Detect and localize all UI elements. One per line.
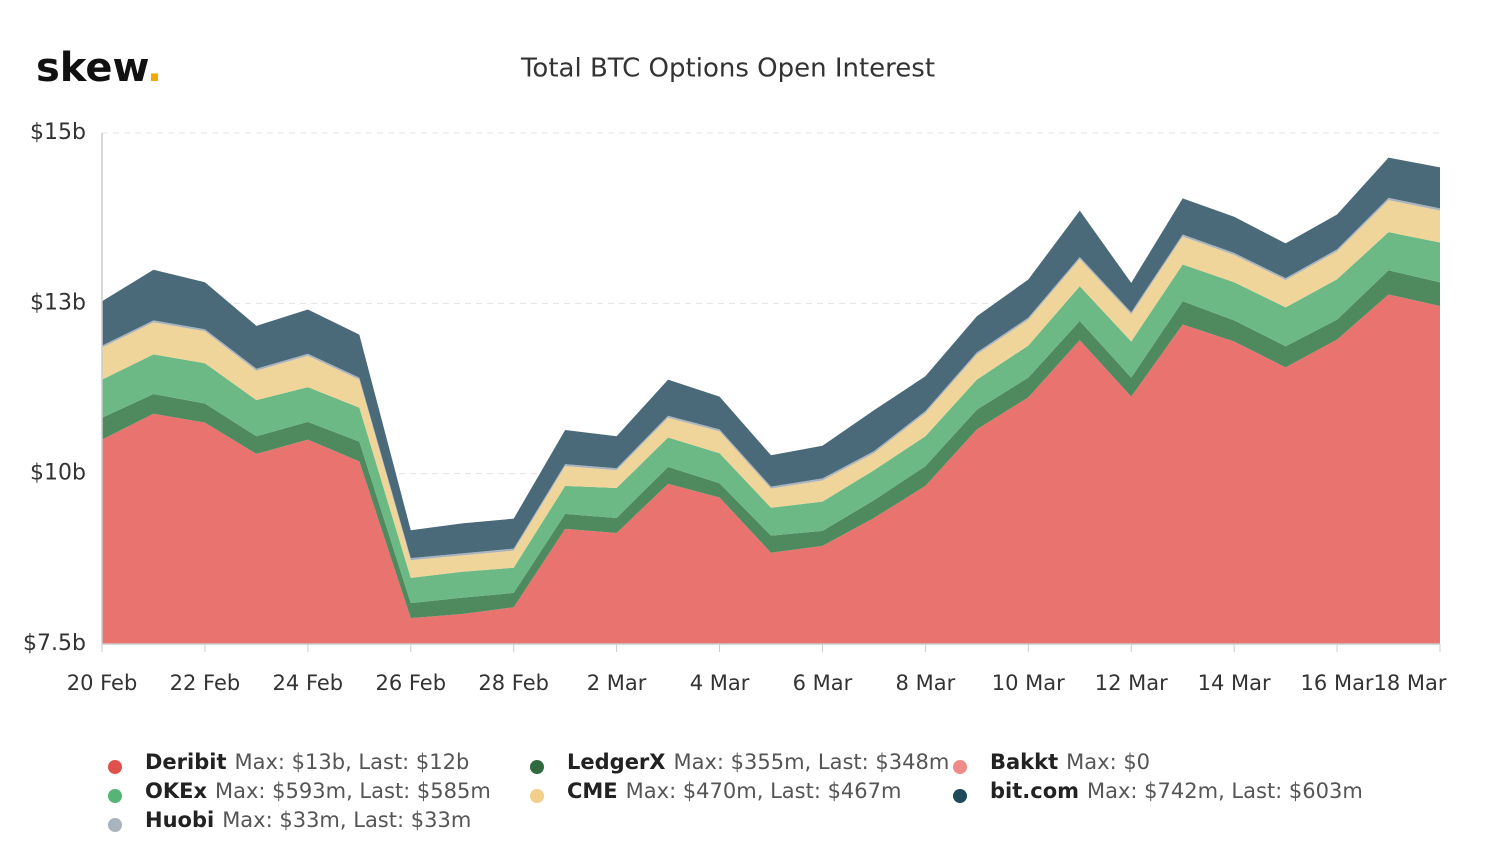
y-tick-label: $15b bbox=[30, 120, 86, 145]
x-tick-label: 16 Mar bbox=[1301, 671, 1374, 695]
legend-marker bbox=[108, 818, 122, 832]
x-tick-label: 8 Mar bbox=[896, 671, 956, 695]
legend-name: CME bbox=[567, 779, 618, 803]
legend-marker bbox=[953, 760, 967, 774]
chart-title: Total BTC Options Open Interest bbox=[520, 54, 935, 84]
x-tick-label: 2 Mar bbox=[587, 671, 647, 695]
legend-marker bbox=[108, 789, 122, 803]
legend-name: bit.com bbox=[990, 779, 1079, 803]
y-tick-label: $10b bbox=[30, 461, 86, 486]
legend-entry: Huobi Max: $33m, Last: $33m bbox=[145, 808, 471, 832]
x-tick-label: 26 Feb bbox=[375, 671, 446, 695]
legend-summary: Max: $470m, Last: $467m bbox=[626, 779, 902, 803]
x-tick-label: 20 Feb bbox=[67, 671, 138, 695]
x-tick-label: 14 Mar bbox=[1198, 671, 1271, 695]
x-tick-label: 22 Feb bbox=[170, 671, 241, 695]
legend-name: Huobi bbox=[145, 808, 214, 832]
area bbox=[102, 157, 1440, 559]
x-tick-label: 28 Feb bbox=[478, 671, 549, 695]
logo-text: skew bbox=[36, 45, 148, 91]
legend-summary: Max: $593m, Last: $585m bbox=[215, 779, 491, 803]
area bbox=[102, 294, 1440, 644]
legend-entry: Deribit Max: $13b, Last: $12b bbox=[145, 750, 469, 774]
y-tick-label: $7.5b bbox=[23, 631, 86, 656]
legend-summary: Max: $355m, Last: $348m bbox=[673, 750, 949, 774]
area bbox=[102, 197, 1440, 561]
area bbox=[102, 200, 1440, 578]
x-tick-label: 4 Mar bbox=[690, 671, 750, 695]
legend-name: OKEx bbox=[145, 779, 207, 803]
legend-marker bbox=[530, 760, 544, 774]
x-tick-label: 10 Mar bbox=[992, 671, 1065, 695]
y-tick-label: $13b bbox=[30, 290, 86, 315]
legend-marker bbox=[953, 789, 967, 803]
legend-entry: CME Max: $470m, Last: $467m bbox=[567, 779, 901, 803]
logo: skew. bbox=[36, 45, 162, 91]
legend-marker bbox=[108, 760, 122, 774]
areas bbox=[102, 157, 1440, 644]
legend-entry: LedgerX Max: $355m, Last: $348m bbox=[567, 750, 949, 774]
legend-summary: Max: $742m, Last: $603m bbox=[1087, 779, 1363, 803]
legend-entry: Bakkt Max: $0 bbox=[990, 750, 1150, 774]
x-tick-label: 12 Mar bbox=[1095, 671, 1168, 695]
legend-name: LedgerX bbox=[567, 750, 665, 774]
legend-name: Deribit bbox=[145, 750, 227, 774]
legend-summary: Max: $13b, Last: $12b bbox=[235, 750, 470, 774]
x-tick-label: 6 Mar bbox=[793, 671, 853, 695]
legend-summary: Max: $33m, Last: $33m bbox=[222, 808, 471, 832]
x-tick-label: 18 Mar bbox=[1373, 671, 1446, 695]
legend-marker bbox=[530, 789, 544, 803]
area bbox=[102, 232, 1440, 604]
legend-name: Bakkt bbox=[990, 750, 1058, 774]
legend-entry: OKEx Max: $593m, Last: $585m bbox=[145, 779, 491, 803]
x-tick-label: 24 Feb bbox=[273, 671, 344, 695]
legend-summary: Max: $0 bbox=[1066, 750, 1150, 774]
area bbox=[102, 270, 1440, 619]
logo-dot: . bbox=[147, 45, 162, 91]
legend-entry: bit.com Max: $742m, Last: $603m bbox=[990, 779, 1363, 803]
